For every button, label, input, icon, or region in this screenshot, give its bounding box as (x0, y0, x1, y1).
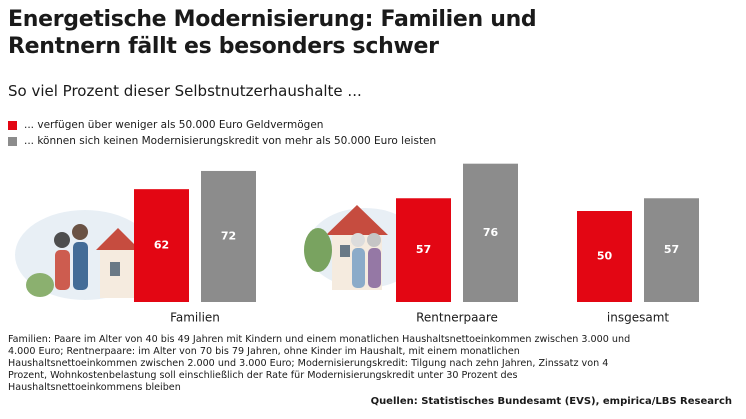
value-label: 57 (664, 243, 679, 256)
value-label: 50 (597, 250, 613, 263)
bar (201, 170, 256, 302)
footnote: Familien: Paare im Alter von 40 bis 49 J… (8, 334, 631, 393)
bar (396, 198, 451, 302)
chart-subtitle: So viel Prozent dieser Selbstnutzerhaush… (8, 82, 362, 100)
value-label: 72 (221, 229, 236, 242)
legend-label: ... verfügen über weniger als 50.000 Eur… (24, 119, 324, 131)
chart-title: Energetische Modernisierung: Familien un… (8, 7, 537, 59)
bar (463, 163, 518, 302)
source: Quellen: Statistisches Bundesamt (EVS), … (370, 396, 732, 407)
bar (577, 211, 632, 302)
x-tick-label: Familien (170, 311, 220, 325)
legend-swatch (8, 136, 17, 146)
legend-label: ... können sich keinen Modernisierungskr… (24, 135, 437, 147)
bar (134, 189, 189, 302)
value-label: 76 (483, 226, 499, 239)
legend-item: ... verfügen über weniger als 50.000 Eur… (8, 119, 323, 131)
x-tick-label: insgesamt (607, 311, 669, 325)
value-label: 57 (416, 243, 431, 256)
illustration (15, 205, 423, 300)
bar (644, 198, 699, 302)
x-tick-label: Rentnerpaare (416, 311, 498, 325)
legend-item: ... können sich keinen Modernisierungskr… (8, 135, 436, 147)
value-label: 62 (154, 239, 169, 252)
legend-swatch (8, 120, 17, 130)
